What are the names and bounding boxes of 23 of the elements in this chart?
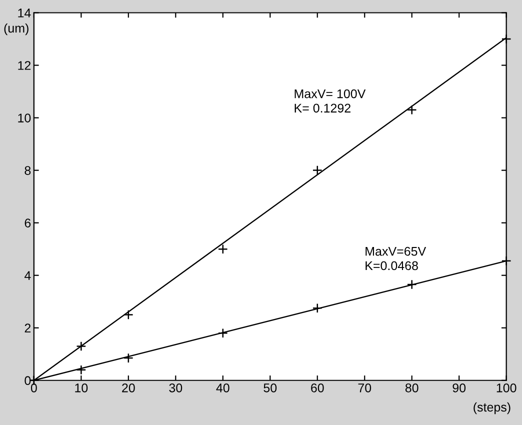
x-tick-label: 100: [496, 383, 516, 392]
y-tick-label: 4: [24, 271, 31, 280]
y-tick-label: 10: [18, 114, 31, 122]
x-tick-label: 40: [216, 383, 230, 392]
x-tick-label: 90: [452, 383, 466, 392]
y-tick-label: 8: [24, 166, 31, 175]
x-tick-label: 50: [264, 383, 277, 392]
annotation: MaxV= 100V K= 0.1292: [294, 89, 366, 113]
y-tick-label: 14: [18, 8, 31, 18]
y-axis-title: (um): [4, 23, 28, 36]
annotation: MaxV=65V K=0.0468: [366, 246, 426, 270]
x-tick-label: 20: [122, 383, 135, 392]
y-tick-label: 6: [24, 218, 31, 228]
x-tick-label: 60: [311, 383, 324, 392]
y-tick-label: 2: [24, 324, 31, 332]
x-tick-label: 70: [358, 383, 372, 392]
y-tick-label: 12: [18, 61, 31, 70]
x-tick-label: 10: [75, 383, 88, 392]
x-tick-label: 80: [405, 383, 418, 392]
x-tick-label: 30: [169, 383, 182, 392]
x-axis-title: (steps): [474, 402, 510, 414]
x-tick-label: 0: [30, 383, 37, 392]
y-tick-label: 0: [24, 376, 31, 386]
